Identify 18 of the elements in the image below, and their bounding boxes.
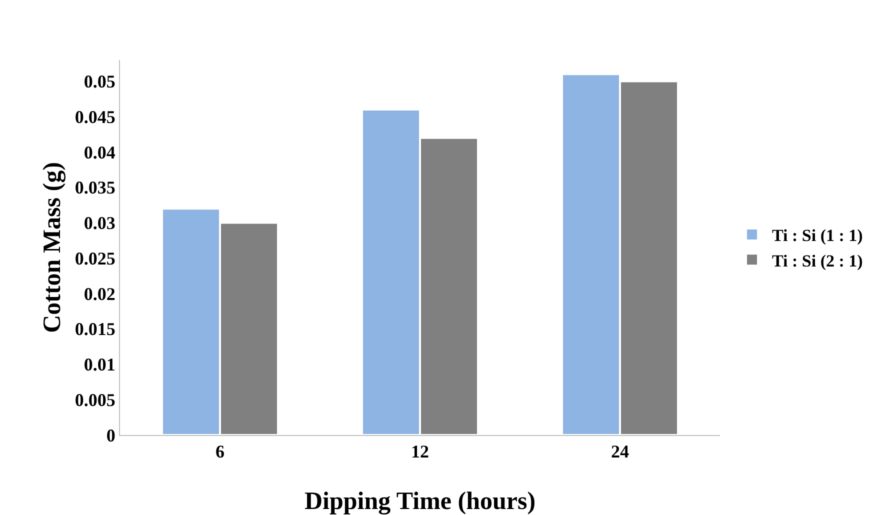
x-tick-label: 24	[611, 442, 629, 462]
legend-label: Ti : Si (2 : 1)	[772, 251, 863, 270]
x-tick-label: 6	[216, 442, 224, 462]
legend-label: Ti : Si (1 : 1)	[772, 226, 863, 246]
y-tick-label: 0.025	[74, 248, 116, 268]
y-tick-label: 0	[106, 425, 116, 446]
y-tick-label: 0.01	[84, 354, 116, 375]
y-tick-label: 0.03	[84, 213, 116, 234]
y-tick-label: 0.015	[74, 319, 116, 340]
x-axis-title: Dipping Time (hours)	[304, 488, 536, 515]
y-tick-label: 0.045	[74, 106, 116, 127]
y-tick-label: 0.005	[74, 390, 116, 410]
y-tick-label: 0.035	[74, 178, 116, 198]
y-tick-label: 0.05	[84, 72, 116, 92]
x-tick-label: 12	[411, 442, 429, 462]
y-tick-label: 0.02	[84, 284, 116, 304]
y-axis-title: Cotton Mass (g)	[39, 162, 66, 333]
y-tick-label: 0.04	[84, 142, 116, 162]
